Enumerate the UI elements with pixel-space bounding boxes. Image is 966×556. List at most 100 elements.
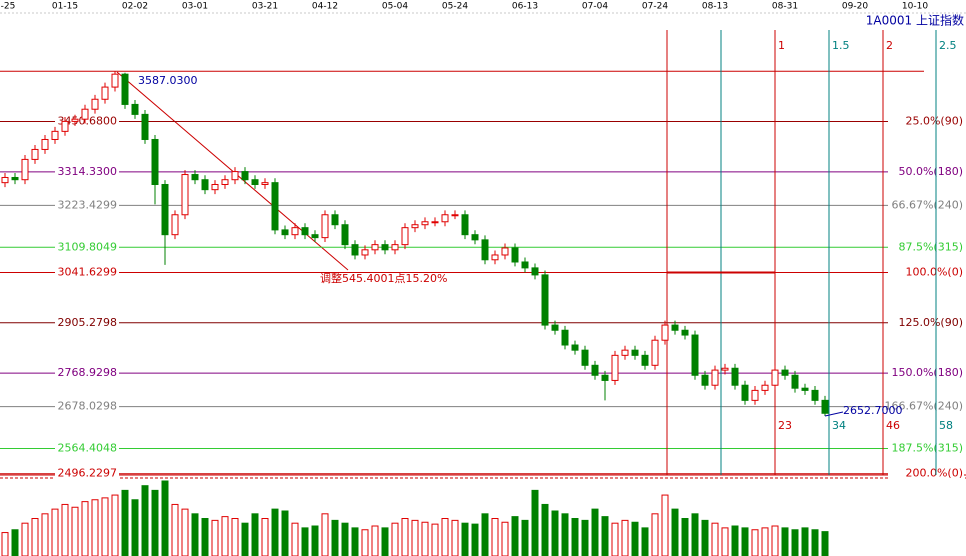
candle-body — [21, 158, 29, 181]
x-tick-label: 10-10 — [902, 2, 928, 12]
candle-body — [691, 334, 699, 376]
candle-body — [111, 73, 119, 88]
candle-body — [451, 214, 459, 217]
volume-bar — [51, 508, 59, 556]
volume-bar — [641, 527, 649, 556]
volume-bar — [201, 518, 209, 556]
volume-bar — [481, 513, 489, 556]
volume-bar — [101, 497, 109, 556]
volume-bar — [321, 513, 329, 556]
volume-bar — [771, 525, 779, 556]
volume-bar — [811, 529, 819, 556]
x-tick-label: 09-20 — [842, 2, 868, 12]
level-label: 3450.6800 — [58, 115, 118, 128]
level-label: 3314.3300 — [58, 165, 118, 178]
volume-bar — [581, 519, 589, 556]
ratio-label: 50.0%(180) — [898, 165, 963, 178]
volume-bar — [151, 489, 159, 556]
candle-body — [551, 324, 559, 331]
volume-bar — [11, 529, 19, 556]
candle-body — [101, 86, 109, 100]
candle-body — [161, 183, 169, 236]
candle-body — [391, 244, 399, 251]
candle-body — [621, 349, 629, 356]
volume-bar — [651, 513, 659, 556]
volume-bar — [211, 519, 219, 556]
x-tick-label: 08-31 — [772, 2, 798, 12]
candle-body — [121, 73, 129, 105]
volume-bar — [1, 532, 9, 556]
time-label: 2.5 — [939, 39, 957, 52]
candle-body — [401, 227, 409, 246]
ratio-label: 87.5%(315) — [898, 240, 963, 253]
candle-body — [771, 369, 779, 386]
time-count: 58 — [939, 419, 953, 432]
candle-body — [461, 214, 469, 236]
volume-bar — [661, 494, 669, 556]
volume-bar — [341, 522, 349, 556]
candle-body — [491, 254, 499, 261]
candle-body — [151, 138, 159, 185]
x-tick-label: 01-15 — [52, 2, 78, 12]
volume-bar — [131, 499, 139, 556]
candle-body — [521, 261, 529, 269]
candle-body — [311, 234, 319, 239]
ratio-label: 125.0%(90) — [898, 316, 963, 329]
ratio-label: 150.0%(180) — [891, 366, 963, 379]
candle-body — [601, 374, 609, 381]
low-arrow — [824, 411, 844, 417]
candle-body — [781, 369, 789, 376]
volume-bar — [421, 521, 429, 556]
x-tick-label: 08-13 — [702, 2, 728, 12]
candle-body — [371, 244, 379, 251]
volume-bar — [351, 527, 359, 556]
label-bg — [55, 366, 119, 381]
label-bg — [888, 466, 964, 481]
volume-bar — [611, 522, 619, 556]
candle-body — [131, 103, 139, 115]
volume-bar — [821, 531, 829, 556]
volume-bar — [681, 518, 689, 556]
volume-bar — [471, 523, 479, 556]
candle-body — [211, 183, 219, 191]
candle-body — [331, 214, 339, 226]
candle-body — [631, 349, 639, 356]
x-tick-label: 05-04 — [382, 2, 408, 12]
volume-bar — [441, 518, 449, 556]
volume-bar — [741, 527, 749, 556]
volume-bar — [561, 513, 569, 556]
level-label: 3223.4299 — [58, 198, 118, 211]
volume-bar — [411, 519, 419, 556]
label-bg — [55, 240, 119, 255]
low-label: 2652.7000 — [843, 404, 903, 417]
candle-body — [181, 174, 189, 216]
candle-body — [611, 354, 619, 381]
level-label: 2564.4048 — [58, 442, 118, 455]
volume-bar — [251, 513, 259, 556]
candle-body — [481, 239, 489, 261]
candle-body — [641, 354, 649, 366]
volume-bar — [631, 521, 639, 556]
level-label: 3109.8049 — [58, 240, 118, 253]
candle-body — [791, 374, 799, 389]
candle-body — [11, 176, 19, 181]
volume-bar — [171, 503, 179, 556]
candle-body — [581, 349, 589, 366]
label-bg — [55, 466, 119, 481]
candle-body — [381, 244, 389, 251]
volume-bar — [61, 503, 69, 556]
volume-bar — [111, 494, 119, 556]
candle-body — [201, 179, 209, 191]
candle-body — [141, 113, 149, 140]
candle-body — [221, 179, 229, 185]
volume-bar — [301, 527, 309, 556]
level-label: 2496.2297 — [58, 467, 118, 480]
volume-bar — [591, 508, 599, 556]
candle-body — [671, 324, 679, 331]
volume-bar — [21, 522, 29, 556]
candle-body — [271, 182, 279, 231]
chart-title: 1A0001 上证指数 — [866, 13, 964, 28]
volume-bar — [31, 518, 39, 556]
label-bg — [888, 114, 964, 129]
volume-bar — [81, 501, 89, 556]
